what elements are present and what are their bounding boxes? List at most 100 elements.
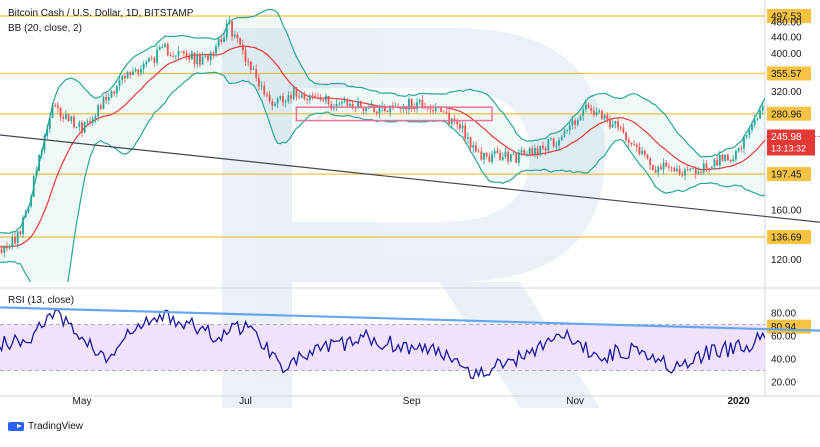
candle-body — [180, 51, 183, 53]
candle-body — [231, 21, 233, 37]
candle-body — [169, 54, 172, 57]
candle-body — [83, 122, 86, 133]
candle-body — [209, 52, 212, 61]
candle-body — [349, 103, 351, 106]
candle-body — [654, 170, 657, 173]
candle-body — [276, 98, 279, 104]
candle-body — [62, 116, 65, 119]
candle-body — [710, 166, 713, 169]
candle-body — [215, 46, 217, 54]
candle-body — [614, 121, 617, 125]
candle-body — [343, 99, 346, 102]
candle-body — [190, 52, 193, 60]
candle-body — [35, 170, 38, 177]
candle-body — [359, 101, 362, 109]
bollinger-bands — [0, 8, 765, 282]
time-axis-label: Jul — [239, 396, 252, 407]
candle-body — [408, 98, 410, 110]
candle-body — [609, 119, 611, 128]
candle-body — [132, 71, 134, 75]
candle-body — [684, 169, 686, 176]
candle-body — [145, 61, 148, 65]
candle-body — [354, 107, 357, 109]
candle-body — [228, 21, 231, 25]
candle-body — [94, 116, 97, 119]
candle-body — [477, 151, 480, 153]
candle-body — [617, 121, 619, 128]
candle-body — [534, 148, 536, 155]
candle-body — [158, 47, 161, 51]
candle-body — [99, 105, 102, 109]
candle-body — [335, 103, 338, 107]
candle-body — [207, 55, 209, 61]
bar-countdown-label: 13:13:32 — [771, 143, 806, 153]
candle-body — [440, 107, 443, 112]
time-axis-label: May — [73, 396, 92, 407]
candle-body — [778, 82, 780, 86]
candle-body — [225, 24, 228, 38]
candle-body — [421, 99, 424, 107]
candle-body — [11, 237, 14, 247]
candle-body — [91, 118, 94, 123]
candle-body — [193, 52, 196, 65]
bb-upper-band — [0, 8, 765, 234]
candle-body — [383, 106, 386, 112]
lower-trendline[interactable] — [0, 130, 820, 268]
candle-body — [670, 167, 673, 169]
candle-body — [592, 110, 595, 116]
candle-body — [571, 120, 574, 126]
candle-body — [220, 39, 223, 42]
price-tick-label: 120.00 — [771, 255, 802, 266]
candle-body — [649, 158, 652, 165]
tradingview-name: TradingView — [28, 421, 84, 432]
candle-body — [625, 132, 627, 140]
candle-body — [611, 124, 614, 128]
candle-body — [30, 196, 32, 207]
candle-body — [327, 95, 330, 105]
price-tick-label: 160.00 — [771, 206, 802, 217]
symbol-title: Bitcoin Cash / U.S. Dollar, 1D, BITSTAMP — [8, 8, 194, 19]
candle-body — [386, 111, 389, 113]
candle-body — [539, 145, 542, 155]
candle-body — [547, 138, 550, 151]
candle-body — [456, 121, 459, 125]
candle-body — [236, 34, 239, 39]
candle-body — [8, 246, 11, 249]
candle-body — [268, 94, 271, 102]
candle-body — [73, 116, 75, 128]
candle-body — [314, 96, 317, 98]
rsi-trendline[interactable] — [0, 306, 820, 343]
candle-body — [32, 176, 35, 197]
resistance-box[interactable] — [295, 106, 493, 122]
candle-body — [756, 118, 759, 120]
candle-body — [102, 96, 105, 109]
bb-indicator-label: BB (20, close, 2) — [8, 23, 82, 34]
candle-body — [761, 106, 764, 111]
candle-body — [123, 75, 126, 79]
tradingview-branding[interactable]: TradingView — [8, 421, 83, 432]
candle-body — [525, 153, 528, 155]
candle-body — [201, 56, 204, 65]
candle-body — [67, 114, 70, 122]
candle-body — [646, 154, 649, 159]
candle-body — [298, 96, 300, 98]
candle-body — [46, 128, 49, 136]
candle-body — [338, 103, 341, 105]
candle-body — [324, 95, 327, 101]
candle-body — [520, 150, 523, 153]
candle-body — [493, 151, 496, 154]
candle-body — [598, 111, 601, 113]
candle-body — [442, 111, 445, 113]
candle-body — [0, 249, 3, 253]
candle-body — [475, 145, 477, 152]
rsi-band-fill — [0, 324, 765, 371]
candle-body — [748, 130, 751, 136]
bb-basis-line — [0, 45, 765, 248]
candle-body — [472, 145, 475, 148]
candle-body — [665, 162, 668, 167]
candle-body — [458, 124, 461, 129]
candle-body — [81, 122, 83, 133]
candle-body — [726, 154, 729, 160]
